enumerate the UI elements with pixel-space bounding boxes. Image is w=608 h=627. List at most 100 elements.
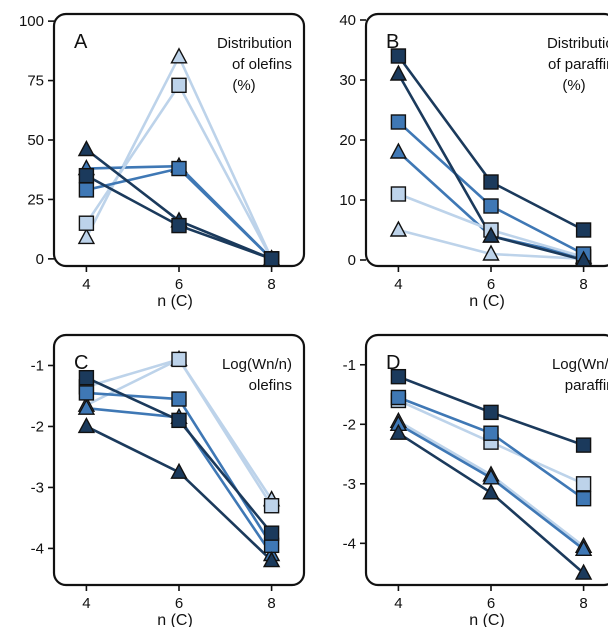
y-tick-label: 0 [348, 252, 356, 269]
data-point-triangle [389, 423, 408, 440]
y-tick-label: -1 [343, 357, 356, 374]
panel-d: -1 -2 -3 -4 4 6 8 n (C) D Log(Wn/n) paraffins [343, 333, 608, 627]
series-line [86, 357, 273, 507]
x-tick-label: 8 [267, 595, 275, 612]
x-tick-label: 6 [487, 595, 495, 612]
y-tick-label: -1 [31, 357, 44, 374]
data-point-square [483, 174, 499, 190]
data-point-square [78, 215, 95, 231]
data-point-square [263, 251, 280, 267]
series-line [397, 432, 585, 575]
y-tick-label: 20 [339, 132, 356, 149]
x-tick-label: 6 [175, 276, 183, 293]
data-point-square [171, 351, 187, 368]
panel-annotation-line: of olefins [232, 56, 292, 73]
data-point-square [575, 437, 592, 453]
data-point-triangle [482, 226, 500, 243]
data-point-square [171, 217, 187, 234]
x-tick-label: 8 [579, 595, 587, 612]
y-tick-label: 30 [339, 72, 356, 89]
y-tick-label: -4 [343, 535, 356, 552]
y-tick-label: -2 [343, 416, 356, 433]
data-point-square [78, 385, 95, 401]
panel-letter: A [74, 31, 88, 53]
panel-annotation-line: olefins [249, 377, 292, 394]
data-point-triangle [389, 220, 408, 237]
x-axis-label: n (C) [157, 293, 193, 310]
y-tick-label: -3 [343, 476, 356, 493]
panel-letter: C [74, 352, 88, 374]
panel-annotation-line: of paraffins [548, 56, 608, 73]
data-point-square [263, 498, 280, 514]
data-point-square [575, 490, 592, 507]
panel-a: 0 25 50 75 100 4 6 8 n (C) A Distribution of olefin… [19, 12, 306, 310]
x-tick-label: 8 [579, 276, 587, 293]
data-point-triangle [77, 398, 96, 415]
y-tick-label: 40 [339, 12, 356, 29]
data-point-square [171, 160, 187, 177]
data-point-triangle [77, 227, 96, 245]
data-point-triangle [77, 140, 96, 157]
panel-annotation-line: Distribution [547, 35, 608, 52]
x-tick-label: 8 [267, 276, 275, 293]
data-point-square [390, 114, 407, 130]
data-point-triangle [389, 64, 408, 81]
y-tick-label: 100 [19, 13, 44, 30]
data-point-square [171, 391, 187, 407]
x-tick-label: 4 [394, 276, 402, 293]
data-point-square [78, 369, 95, 386]
data-point-square [390, 48, 407, 64]
x-tick-label: 4 [82, 276, 90, 293]
data-point-square [483, 198, 499, 214]
data-point-square [483, 404, 499, 421]
data-point-square [390, 186, 407, 202]
panel-letter: D [386, 352, 400, 374]
data-point-square [171, 77, 187, 94]
data-point-triangle [389, 142, 408, 159]
x-axis-label: n (C) [157, 612, 193, 627]
data-point-square [263, 525, 280, 541]
data-point-triangle [77, 416, 96, 434]
panel-annotation-line: (%) [232, 77, 255, 94]
y-tick-label: -4 [31, 540, 44, 557]
data-point-triangle [170, 47, 188, 64]
y-tick-label: 50 [27, 132, 44, 149]
y-tick-label: -2 [31, 418, 44, 435]
panel-annotation-line: paraffins [565, 377, 608, 394]
data-point-square [78, 182, 95, 198]
data-point-square [171, 412, 187, 429]
panel-b: 0 10 20 30 40 4 6 8 n (C) B Distribution of paraffi… [339, 12, 608, 310]
x-tick-label: 4 [394, 595, 402, 612]
panel-annotation-line: (%) [562, 77, 585, 94]
series-line [85, 425, 273, 562]
y-tick-label: -3 [31, 479, 44, 496]
panel-c: -1 -2 -3 -4 4 6 8 n (C) C Log(Wn/n) olefins [31, 333, 306, 627]
data-point-square [575, 476, 592, 492]
x-axis-label: n (C) [469, 293, 505, 310]
y-tick-label: 25 [27, 191, 44, 208]
data-point-square [390, 368, 407, 385]
x-axis-label: n (C) [469, 612, 505, 627]
x-tick-label: 6 [175, 595, 183, 612]
y-tick-label: 10 [339, 192, 356, 209]
data-point-square [483, 425, 499, 441]
data-point-triangle [482, 244, 500, 261]
panel-letter: B [386, 31, 399, 53]
x-tick-label: 4 [82, 595, 90, 612]
panel-annotation-line: Log(Wn/n) [222, 356, 292, 373]
data-point-square [575, 222, 592, 238]
panel-annotation-line: Distribution [217, 35, 292, 52]
data-point-triangle [574, 250, 593, 267]
data-point-square [78, 167, 95, 184]
y-tick-label: 75 [27, 73, 44, 90]
y-tick-label: 0 [36, 251, 44, 268]
data-point-square [390, 389, 407, 406]
panel-annotation-line: Log(Wn/n) [552, 356, 608, 373]
data-point-triangle [574, 563, 593, 580]
data-point-triangle [482, 483, 500, 500]
data-point-triangle [262, 551, 281, 568]
x-tick-label: 6 [487, 276, 495, 293]
data-point-triangle [574, 539, 593, 556]
data-point-triangle [170, 462, 188, 479]
